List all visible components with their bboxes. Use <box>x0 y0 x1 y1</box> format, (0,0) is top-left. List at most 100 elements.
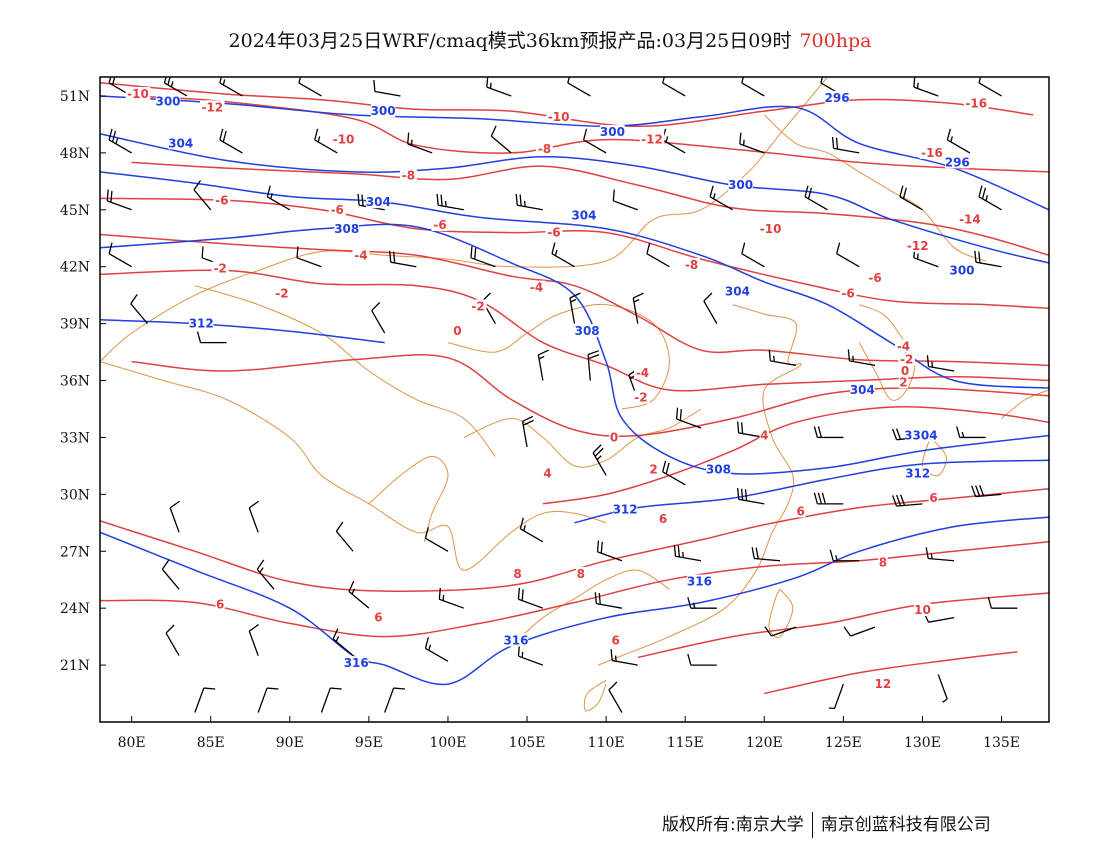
contour-label-bg <box>155 94 181 108</box>
contour-label-bg <box>610 633 621 647</box>
contour-label-bg <box>125 87 151 101</box>
temperature-contour-label: -4 <box>530 281 543 295</box>
temperature-contour-label: 0 <box>453 324 461 338</box>
wind-barb <box>632 292 644 324</box>
longitude-axis: 80E 85E 90E 95E 100E 105E 110E 115E 120E 125E 130E… <box>118 716 1020 751</box>
temperature-contour <box>542 406 1049 505</box>
height-contour <box>100 223 1049 475</box>
lat-tick-label: 51N <box>60 89 90 105</box>
contour-label-bg <box>273 286 291 300</box>
wind-barb <box>108 128 132 154</box>
wind-barb <box>804 185 828 211</box>
height-contour <box>100 171 1049 389</box>
wind-barb <box>831 136 860 154</box>
wind-barb <box>490 125 512 154</box>
contour-label-bg <box>913 603 931 617</box>
height-contour-label: 304 <box>571 208 596 222</box>
lat-tick-label: 24N <box>60 601 90 617</box>
wind-barb <box>335 521 354 552</box>
wind-barb <box>348 580 370 609</box>
wind-barb <box>847 349 876 366</box>
height-contour-label: 300 <box>371 104 396 118</box>
contour-label-bg <box>687 574 712 588</box>
lat-tick-label: 39N <box>60 317 90 333</box>
contour-label-bg <box>683 257 701 271</box>
lon-tick-label: 80E <box>118 735 146 751</box>
contour-label-bg <box>612 502 638 516</box>
height-contour-label: 296 <box>825 91 850 105</box>
wind-barb <box>937 674 948 703</box>
wind-barb <box>436 193 464 211</box>
height-contour-label: 316 <box>687 575 712 589</box>
contour-label-bg <box>928 491 939 505</box>
temperature-contour-label: 6 <box>374 611 382 625</box>
temperature-contour <box>100 269 1049 392</box>
lon-tick-label: 95E <box>355 735 383 751</box>
wind-barb <box>470 246 496 268</box>
temperature-contour-label: -12 <box>907 239 929 253</box>
temperature-contour-label: -2 <box>214 262 227 276</box>
temperature-contour-label: 12 <box>875 677 892 691</box>
temperature-contour-label: -6 <box>868 271 881 285</box>
contour-label-bg <box>609 430 619 444</box>
wind-barb <box>537 349 549 381</box>
title-level: 700hpa <box>799 30 872 52</box>
wind-barb <box>974 250 1002 268</box>
wind-barb <box>196 331 227 344</box>
wind-barb <box>592 444 607 476</box>
wind-barb <box>813 426 844 439</box>
wind-barb <box>610 649 638 666</box>
map-title: 2024年03月25日WRF/cmaq模式36km预报产品:03月25日09时 7… <box>0 26 1100 53</box>
contour-label-bg <box>728 178 753 192</box>
height-contour <box>574 459 1049 524</box>
height-contour-label: 308 <box>575 324 600 338</box>
temperature-contour-label: -8 <box>402 169 415 183</box>
boundary-line <box>510 569 670 647</box>
contour-label-bg <box>905 238 930 252</box>
wind-barb <box>737 487 765 505</box>
wind-barb <box>925 547 955 562</box>
wind-barb <box>987 597 1018 609</box>
plot-frame <box>99 76 1050 723</box>
wind-barb <box>608 681 623 713</box>
lat-tick-label: 48N <box>60 146 90 162</box>
wind-barb <box>169 500 180 533</box>
lat-tick-label: 33N <box>60 430 90 446</box>
contour-label-bg <box>469 299 487 313</box>
boundary-line <box>763 114 986 262</box>
contour-label-bg <box>725 284 750 298</box>
contour-label-bg <box>634 365 652 379</box>
wind-barb <box>569 292 581 324</box>
wind-barb <box>709 185 733 211</box>
height-contour-label: 300 <box>949 264 974 278</box>
temperature-contour-label: 6 <box>659 512 667 526</box>
height-contour-label: 304 <box>725 284 750 298</box>
wind-barb <box>165 624 180 656</box>
wind-barb <box>219 128 243 154</box>
wind-barb <box>926 355 955 372</box>
title-main: 2024年03月25日WRF/cmaq模式36km预报产品:03月25日09时 <box>228 30 792 52</box>
boundary-line <box>368 455 449 542</box>
lon-tick-label: 85E <box>197 735 225 751</box>
wind-barb <box>768 349 797 366</box>
lon-tick-label: 110E <box>588 735 625 751</box>
lon-tick-label: 105E <box>509 735 546 751</box>
wind-barb <box>194 687 216 713</box>
wind-barb <box>515 193 543 211</box>
height-contour-label: 312 <box>189 317 214 331</box>
contour-label-bg <box>188 316 214 330</box>
wind-barb <box>424 637 449 662</box>
temperature-contour-label: 4 <box>760 429 768 443</box>
wind-barb <box>899 185 923 211</box>
contour-label-bg <box>600 125 625 139</box>
temperature-contour-label: -10 <box>760 222 782 236</box>
temperature-contour-label: 2 <box>649 463 657 477</box>
temperature-contour-label: 6 <box>796 504 804 518</box>
temperature-contour-label: 6 <box>611 633 619 647</box>
height-contour-label: 296 <box>945 155 970 169</box>
contour-label-bg <box>546 109 571 123</box>
contour-label-bg <box>706 462 731 476</box>
height-contour-label: 308 <box>706 463 731 477</box>
temperature-contour-label: -4 <box>636 366 649 380</box>
lat-tick-label: 21N <box>60 658 90 674</box>
